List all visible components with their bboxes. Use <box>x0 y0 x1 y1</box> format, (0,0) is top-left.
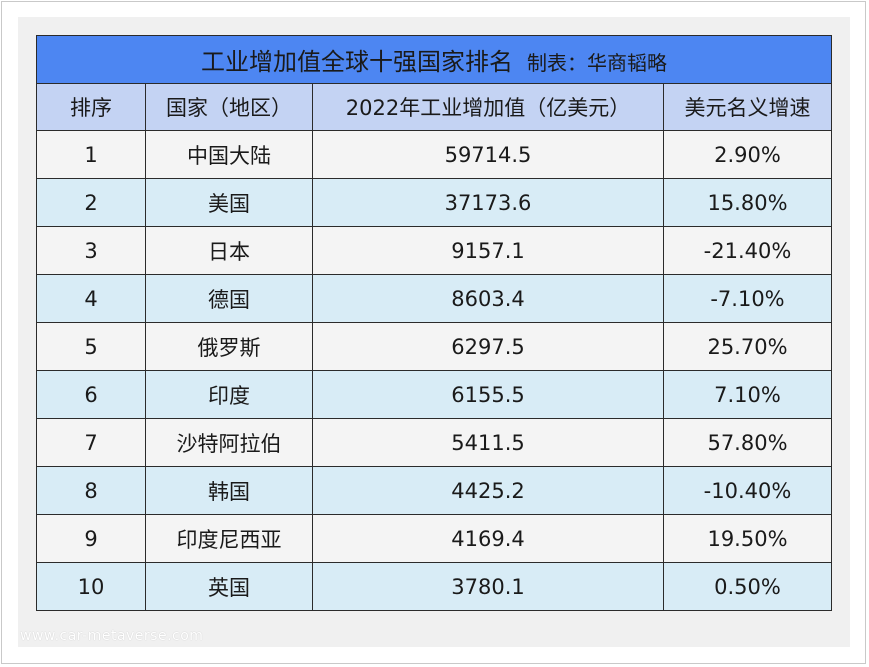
country-cell: 印度尼西亚 <box>145 514 313 563</box>
growth-cell: 0.50% <box>663 562 832 611</box>
value-cell: 59714.5 <box>312 130 664 179</box>
country-cell: 美国 <box>145 178 313 227</box>
table-row: 8 韩国 4425.2 -10.40% <box>36 466 832 515</box>
table-title: 工业增加值全球十强国家排名 <box>201 48 513 76</box>
value-cell: 3780.1 <box>312 562 664 611</box>
table-row: 6 印度 6155.5 7.10% <box>36 370 832 419</box>
country-cell: 日本 <box>145 226 313 275</box>
country-cell: 英国 <box>145 562 313 611</box>
table-row: 4 德国 8603.4 -7.10% <box>36 274 832 323</box>
watermark: www.car-metaverse.com <box>20 628 204 644</box>
country-cell: 俄罗斯 <box>145 322 313 371</box>
country-cell: 德国 <box>145 274 313 323</box>
growth-cell: 2.90% <box>663 130 832 179</box>
growth-cell: -7.10% <box>663 274 832 323</box>
table-row: 10 英国 3780.1 0.50% <box>36 562 832 611</box>
value-cell: 4169.4 <box>312 514 664 563</box>
rank-cell: 5 <box>36 322 146 371</box>
rank-cell: 6 <box>36 370 146 419</box>
growth-cell: -21.40% <box>663 226 832 275</box>
column-header-value: 2022年工业增加值（亿美元） <box>312 83 664 131</box>
header-row: 排序 国家（地区） 2022年工业增加值（亿美元） 美元名义增速 <box>36 83 832 131</box>
country-cell: 韩国 <box>145 466 313 515</box>
table-maker: 制表：华商韬略 <box>527 51 667 75</box>
value-cell: 37173.6 <box>312 178 664 227</box>
ranking-table: 工业增加值全球十强国家排名 制表：华商韬略 排序 国家（地区） 2022年工业增加… <box>36 35 832 611</box>
table-title-cell: 工业增加值全球十强国家排名 制表：华商韬略 <box>36 35 832 84</box>
table-row: 5 俄罗斯 6297.5 25.70% <box>36 322 832 371</box>
rank-cell: 8 <box>36 466 146 515</box>
table-row: 9 印度尼西亚 4169.4 19.50% <box>36 514 832 563</box>
country-cell: 中国大陆 <box>145 130 313 179</box>
rank-cell: 1 <box>36 130 146 179</box>
rank-cell: 7 <box>36 418 146 467</box>
rank-cell: 2 <box>36 178 146 227</box>
growth-cell: 25.70% <box>663 322 832 371</box>
rank-cell: 9 <box>36 514 146 563</box>
column-header-growth: 美元名义增速 <box>663 83 832 131</box>
rank-cell: 10 <box>36 562 146 611</box>
rank-cell: 4 <box>36 274 146 323</box>
value-cell: 8603.4 <box>312 274 664 323</box>
growth-cell: 19.50% <box>663 514 832 563</box>
table-body: 1 中国大陆 59714.5 2.90% 2 美国 37173.6 15.80% 3 日本 9157… <box>36 130 832 611</box>
value-cell: 6155.5 <box>312 370 664 419</box>
column-header-country: 国家（地区） <box>145 83 313 131</box>
table-row: 7 沙特阿拉伯 5411.5 57.80% <box>36 418 832 467</box>
table-row: 2 美国 37173.6 15.80% <box>36 178 832 227</box>
growth-cell: 7.10% <box>663 370 832 419</box>
table-row: 3 日本 9157.1 -21.40% <box>36 226 832 275</box>
growth-cell: -10.40% <box>663 466 832 515</box>
country-cell: 印度 <box>145 370 313 419</box>
country-cell: 沙特阿拉伯 <box>145 418 313 467</box>
rank-cell: 3 <box>36 226 146 275</box>
column-header-rank: 排序 <box>36 83 146 131</box>
growth-cell: 57.80% <box>663 418 832 467</box>
table-row: 1 中国大陆 59714.5 2.90% <box>36 130 832 179</box>
value-cell: 5411.5 <box>312 418 664 467</box>
value-cell: 6297.5 <box>312 322 664 371</box>
growth-cell: 15.80% <box>663 178 832 227</box>
title-row: 工业增加值全球十强国家排名 制表：华商韬略 <box>36 35 832 84</box>
value-cell: 4425.2 <box>312 466 664 515</box>
value-cell: 9157.1 <box>312 226 664 275</box>
